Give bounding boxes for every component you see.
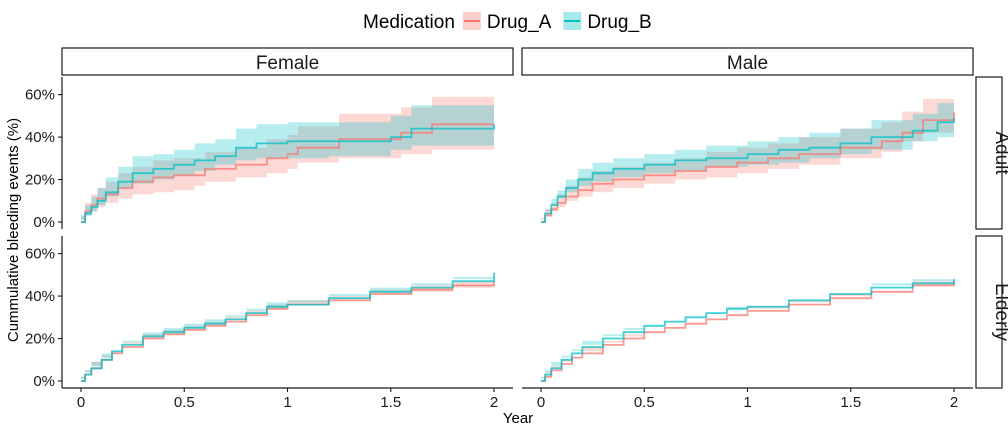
series-line-drug-a <box>541 281 955 382</box>
y-axis-adult: 0% 20% 40% 60% <box>25 77 63 231</box>
y-tick-label: 60% <box>25 246 55 263</box>
legend-entry-drug-b: Drug_B <box>563 12 652 33</box>
y-tick-label: 20% <box>25 331 55 348</box>
x-tick-label: 0.5 <box>174 394 195 411</box>
legend-label: Drug_B <box>587 12 651 33</box>
legend-label: Drug_A <box>487 12 552 33</box>
panel-female-adult <box>81 96 495 223</box>
x-tick-label: 0 <box>537 394 545 411</box>
y-tick-label: 0% <box>33 214 55 231</box>
facet-strip-elderly: Elderly <box>975 235 1008 389</box>
y-tick-label: 0% <box>33 373 55 390</box>
facet-strip-label: Male <box>727 53 768 74</box>
x-tick-label: 1.5 <box>840 394 861 411</box>
series-line-drug-b <box>81 124 495 223</box>
facet-strip-male: Male <box>521 47 974 76</box>
confidence-band-drug-b <box>81 101 494 222</box>
panel-male-elderly <box>541 274 955 382</box>
legend: Medication Drug_A Drug_B <box>363 12 652 33</box>
x-tick-label: 1 <box>743 394 751 411</box>
facet-strip-female: Female <box>61 47 514 76</box>
confidence-band-drug-b <box>81 268 494 381</box>
x-tick-label: 0 <box>77 394 85 411</box>
confidence-band-drug-a <box>81 277 494 381</box>
y-tick-label: 20% <box>25 172 55 189</box>
facet-strip-label: Female <box>256 53 319 74</box>
series-line-drug-b <box>541 118 955 223</box>
x-tick-label: 1.5 <box>380 394 401 411</box>
confidence-band-drug-a <box>81 96 494 222</box>
panel-male-adult <box>541 88 955 223</box>
y-tick-label: 40% <box>25 288 55 305</box>
x-tick-label: 2 <box>950 394 958 411</box>
legend-entry-drug-a: Drug_A <box>462 12 552 33</box>
y-tick-label: 60% <box>25 87 55 104</box>
series-line-drug-b <box>541 279 955 382</box>
confidence-band-drug-b <box>541 98 954 222</box>
facet-strip-label: Adult <box>991 131 1008 175</box>
series-line-drug-a <box>81 281 495 382</box>
y-axis-title: Cummulative bleeding events (%) <box>5 118 22 342</box>
y-axis-elderly: 0% 20% 40% 60% <box>25 236 63 390</box>
series-line-drug-b <box>81 272 495 382</box>
x-tick-label: 2 <box>490 394 498 411</box>
x-axis-title: Year <box>503 410 533 427</box>
x-tick-label: 1 <box>283 394 291 411</box>
confidence-band-drug-b <box>541 274 954 381</box>
panel-female-elderly <box>81 268 495 382</box>
facet-strip-adult: Adult <box>975 76 1008 230</box>
facet-strip-label: Elderly <box>991 283 1008 342</box>
y-tick-label: 40% <box>25 129 55 146</box>
x-axis-male: 0 0.5 1 1.5 2 <box>522 387 973 411</box>
x-tick-label: 0.5 <box>634 394 655 411</box>
legend-title: Medication <box>363 12 455 33</box>
x-axis-female: 0 0.5 1 1.5 2 <box>62 387 513 411</box>
